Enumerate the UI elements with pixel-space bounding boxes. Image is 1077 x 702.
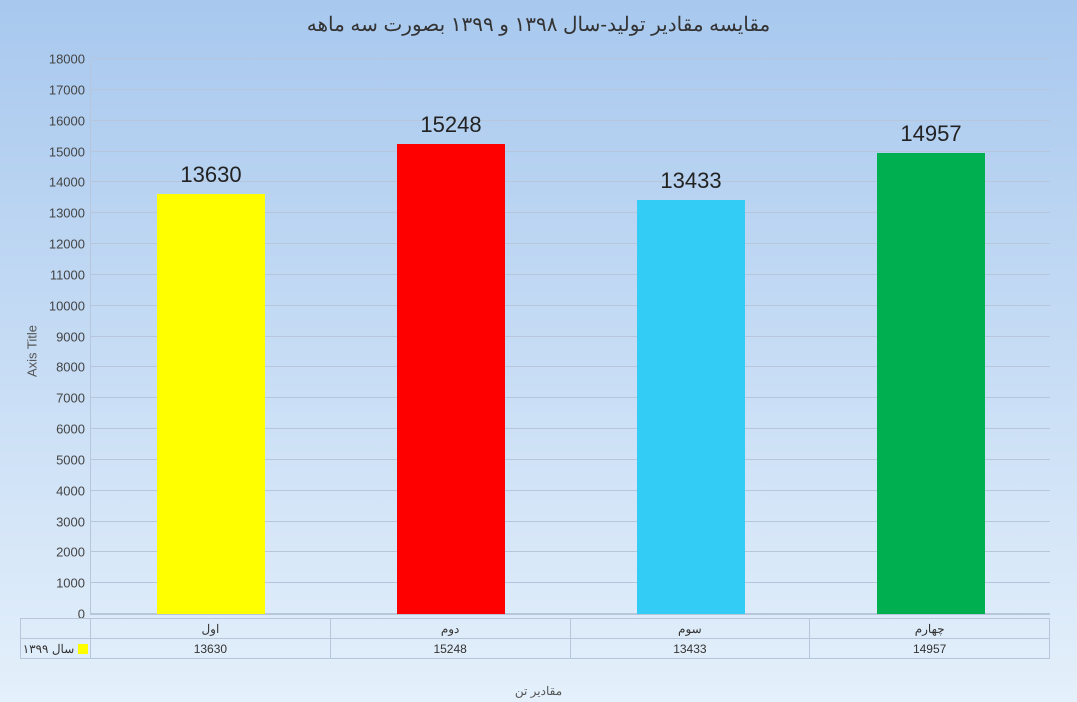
table-value-cell: 14957	[810, 639, 1050, 659]
y-axis-title: Axis Title	[25, 325, 40, 377]
y-tick-label: 11000	[50, 267, 85, 282]
y-tick-label: 16000	[49, 113, 85, 128]
table-value-cell: 13630	[91, 639, 331, 659]
y-tick-label: 2000	[56, 545, 85, 560]
table-value-cell: 13433	[570, 639, 810, 659]
y-tick-label: 12000	[49, 237, 85, 252]
gridline	[91, 151, 1050, 152]
table-header-cell: دوم	[330, 619, 570, 639]
y-tick-label: 13000	[49, 206, 85, 221]
bar	[637, 200, 745, 614]
bar	[397, 144, 505, 614]
table-header-cell: سوم	[570, 619, 810, 639]
bar	[157, 194, 265, 614]
gridline	[91, 58, 1050, 59]
y-tick-label: 18000	[49, 52, 85, 67]
y-tick-label: 15000	[49, 144, 85, 159]
bar-value-label: 14957	[861, 121, 1001, 147]
chart-container: مقایسه مقادیر تولید-سال ۱۳۹۸ و ۱۳۹۹ بصور…	[0, 0, 1077, 702]
y-tick-label: 17000	[49, 82, 85, 97]
y-tick-label: 3000	[56, 514, 85, 529]
table-header-cell: چهارم	[810, 619, 1050, 639]
y-tick-label: 10000	[49, 298, 85, 313]
y-tick-label: 4000	[56, 483, 85, 498]
bar-value-label: 13630	[141, 162, 281, 188]
table-header-blank	[21, 619, 91, 639]
y-tick-label: 7000	[56, 391, 85, 406]
bar-value-label: 13433	[621, 168, 761, 194]
table-header-cell: اول	[91, 619, 331, 639]
table-value-cell: 15248	[330, 639, 570, 659]
legend-swatch	[78, 644, 88, 654]
chart-title: مقایسه مقادیر تولید-سال ۱۳۹۸ و ۱۳۹۹ بصور…	[0, 12, 1077, 37]
legend-label: سال ۱۳۹۹	[23, 642, 75, 656]
plot-area: 0100020003000400050006000700080009000100…	[90, 60, 1050, 615]
y-tick-label: 14000	[49, 175, 85, 190]
legend-cell: سال ۱۳۹۹	[21, 639, 91, 659]
y-tick-label: 5000	[56, 452, 85, 467]
bar	[877, 153, 985, 614]
y-tick-label: 6000	[56, 422, 85, 437]
y-tick-label: 8000	[56, 360, 85, 375]
x-axis-title: مقادیر تن	[0, 684, 1077, 698]
gridline	[91, 89, 1050, 90]
y-tick-label: 1000	[56, 576, 85, 591]
data-table: اولدومسومچهارم سال ۱۳۹۹ 136301524813433149…	[20, 618, 1050, 659]
y-tick-label: 9000	[56, 329, 85, 344]
bar-value-label: 15248	[381, 112, 521, 138]
